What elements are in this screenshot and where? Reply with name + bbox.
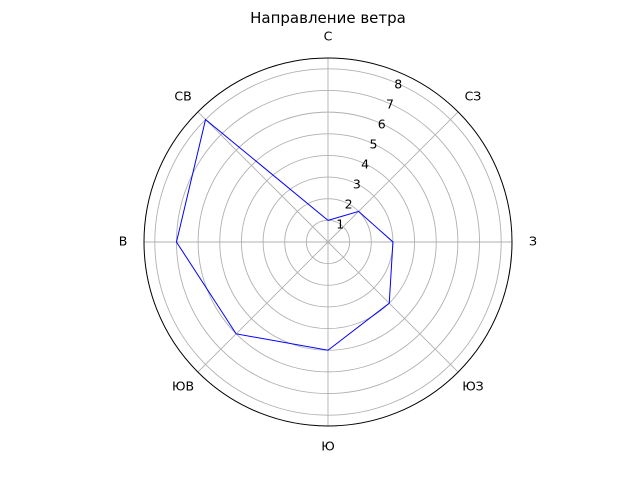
polar-frame <box>143 57 513 427</box>
direction-label: С <box>324 29 333 44</box>
grid-spoke <box>327 111 459 243</box>
direction-label: Ю <box>321 439 335 454</box>
r-tick-label: 6 <box>378 117 386 132</box>
direction-label: ЮЗ <box>462 378 484 393</box>
series-line-0 <box>175 118 394 351</box>
r-tick-label: 2 <box>345 197 353 212</box>
direction-label: СВ <box>174 89 191 104</box>
r-tick-label: 4 <box>361 157 369 172</box>
direction-label: ЮВ <box>172 378 194 393</box>
direction-labels: С СЗ З ЮЗ Ю ЮВ В СВ <box>119 29 537 454</box>
chart-title: Направление ветра <box>250 9 406 27</box>
r-tick-label: 1 <box>336 217 344 232</box>
grid-spoke <box>197 111 329 243</box>
r-tick-label: 5 <box>369 137 377 152</box>
direction-label: В <box>119 234 128 249</box>
r-tick-label: 7 <box>386 97 394 112</box>
polar-frame-circle <box>143 57 513 427</box>
r-tick-label: 8 <box>394 77 402 92</box>
grid-spoke <box>327 241 459 373</box>
direction-label: СЗ <box>465 89 482 104</box>
polar-grid <box>144 58 512 426</box>
grid-spoke <box>197 241 329 373</box>
direction-label: З <box>529 234 537 249</box>
series-layer <box>175 118 394 351</box>
r-tick-label: 3 <box>353 177 361 192</box>
